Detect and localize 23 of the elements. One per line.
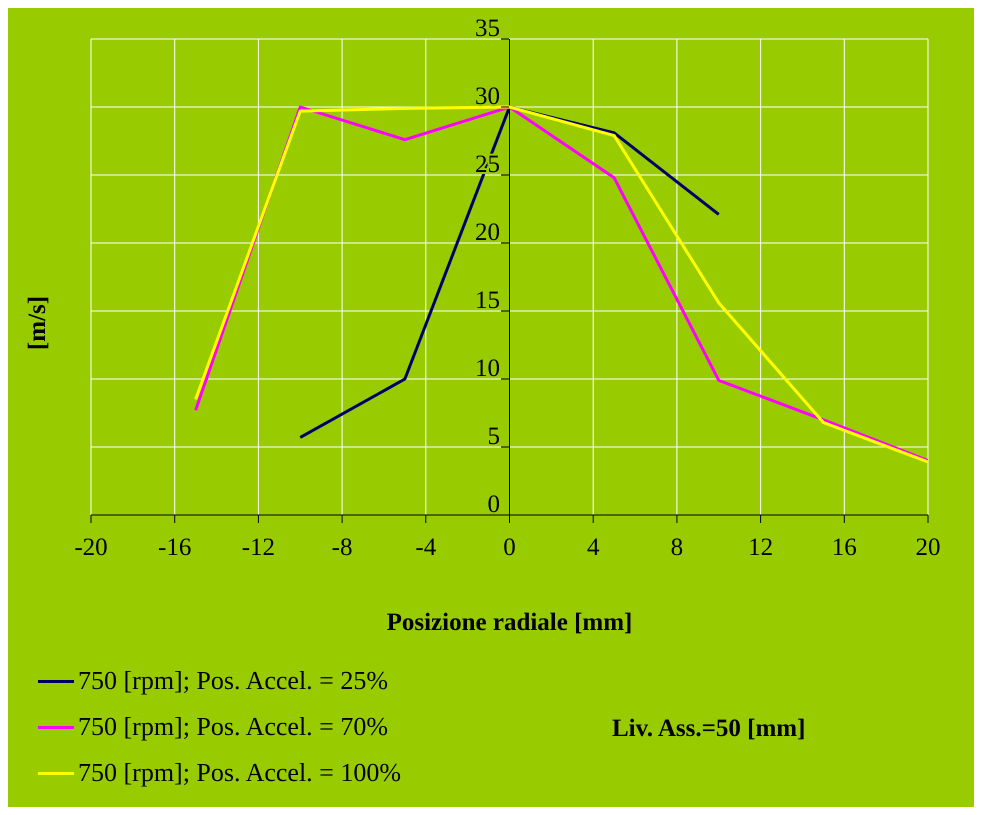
y-tick-label: 10 <box>475 355 500 382</box>
x-tick-label: 20 <box>916 534 940 561</box>
x-tick-label: -4 <box>415 534 437 561</box>
x-tick-label: 4 <box>586 534 600 561</box>
x-tick-label: 12 <box>748 534 774 561</box>
x-axis-title: Posizione radiale [mm] <box>386 609 632 636</box>
legend-label: 750 [rpm]; Pos. Accel. = 70% <box>78 712 388 742</box>
y-tick-label: 20 <box>475 219 500 246</box>
legend-label: 750 [rpm]; Pos. Accel. = 25% <box>78 666 388 696</box>
y-tick-label: 35 <box>475 15 500 42</box>
y-tick-label: 30 <box>475 83 500 110</box>
legend-label: 750 [rpm]; Pos. Accel. = 100% <box>78 758 402 788</box>
x-tick-label: 16 <box>832 534 857 561</box>
x-tick-label: -20 <box>74 534 108 561</box>
x-tick-label: -12 <box>242 534 276 561</box>
x-tick-label: 8 <box>670 534 684 561</box>
x-tick-label: -16 <box>158 534 192 561</box>
y-tick-label: 5 <box>488 423 500 450</box>
x-tick-label: -8 <box>332 534 353 561</box>
y-tick-label: 15 <box>475 287 500 314</box>
text: Liv. Ass.=50 [mm] <box>612 715 806 743</box>
y-axis-title: [m/s] <box>24 296 52 350</box>
y-tick-label: 0 <box>488 491 500 518</box>
